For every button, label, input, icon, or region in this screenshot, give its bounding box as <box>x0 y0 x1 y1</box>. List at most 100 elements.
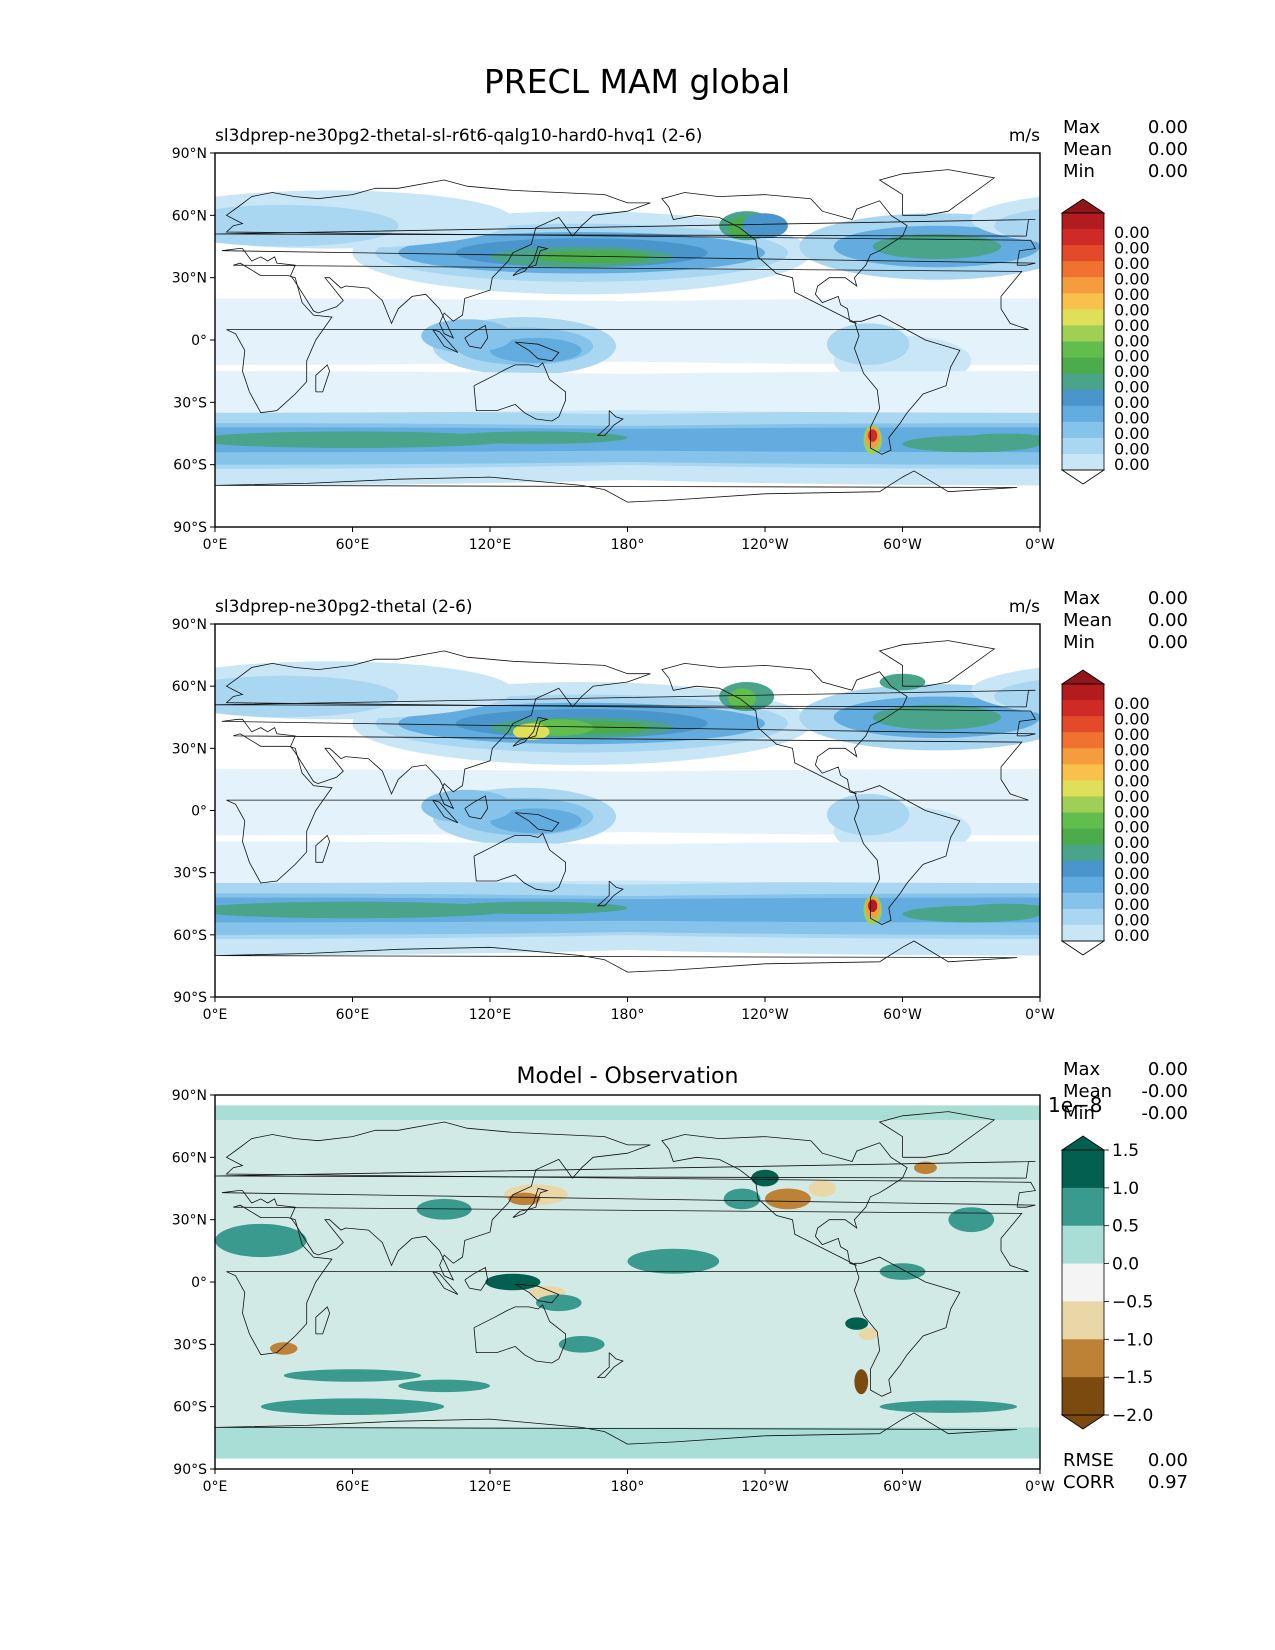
colorbar-tick-label: −2.0 <box>1112 1406 1153 1426</box>
field-contour <box>283 1369 422 1382</box>
y-tick-label: 30°N <box>172 1213 207 1229</box>
y-tick-label: 60°S <box>173 1400 207 1416</box>
colorbar-tick-label: 0.00 <box>1114 926 1150 945</box>
coastline <box>464 795 489 820</box>
stat-label: Mean <box>1063 610 1112 631</box>
panel-reference: 0°E 60°E 120°E 180° 120°W 60°W 0°W 90°N 60°N 30°N… <box>172 588 1188 1023</box>
colorbar: 0.000.000.000.000.000.000.000.000.000.00… <box>1060 669 1150 956</box>
coastline <box>512 246 549 276</box>
coastline <box>661 192 908 324</box>
stat-label: Max <box>1063 117 1101 138</box>
colorbar-tick-label: 0.00 <box>1114 802 1150 821</box>
x-tick-label: 60°W <box>883 537 922 553</box>
coastline <box>473 1304 566 1364</box>
colorbar-band <box>1062 309 1104 326</box>
colorbar-tick-label: 0.00 <box>1114 424 1150 443</box>
panel-units: m/s <box>1009 597 1040 617</box>
coastline <box>315 364 331 393</box>
colorbar-band <box>1062 373 1104 391</box>
field-contour <box>868 429 878 442</box>
colorbar-tick-label: 0.00 <box>1114 694 1150 713</box>
colorbar-tick-label: −1.5 <box>1112 1368 1153 1388</box>
colorbar-tick-label: 0.00 <box>1114 362 1150 381</box>
x-tick-label: 60°E <box>336 537 370 553</box>
colorbar-band <box>1062 1187 1104 1227</box>
y-tick-label: 60°N <box>172 679 207 695</box>
stat-value: -0.00 <box>1141 1081 1188 1102</box>
colorbar-extend-max <box>1060 198 1106 214</box>
panel-title: sl3dprep-ne30pg2-thetal (2-6) <box>215 597 473 617</box>
colorbar-tick-label: 0.00 <box>1114 285 1150 304</box>
x-tick-label: 0°E <box>203 1007 228 1023</box>
x-tick-label: 0°E <box>203 537 228 553</box>
colorbar-band <box>1062 860 1104 878</box>
y-tick-label: 90°N <box>172 617 207 633</box>
colorbar-band <box>1062 229 1104 246</box>
y-tick-label: 60°N <box>172 1150 207 1166</box>
colorbar-tick-label: 0.00 <box>1114 880 1150 899</box>
stat-value: -0.00 <box>1141 1103 1188 1124</box>
colorbar-frame <box>1061 683 1105 942</box>
coastline <box>215 940 1018 973</box>
y-tick-label: 30°N <box>172 271 207 287</box>
field-test <box>215 163 1040 517</box>
field-contour <box>959 903 1040 917</box>
coastlines <box>215 1111 1037 1445</box>
coastline <box>432 1271 459 1295</box>
field-contour <box>627 1248 720 1274</box>
field-contour <box>728 688 756 709</box>
field-contour <box>535 1294 582 1312</box>
y-tick-label: 90°N <box>172 146 207 162</box>
colorbar-band <box>1062 796 1104 813</box>
colorbar-tick-label: 0.00 <box>1114 895 1150 914</box>
colorbar-tick-label: 0.5 <box>1112 1217 1139 1237</box>
colorbar-tick-label: 0.00 <box>1114 709 1150 728</box>
coastline <box>473 362 566 422</box>
y-tick-label: 30°N <box>172 741 207 757</box>
stat-label: Mean <box>1063 1081 1112 1102</box>
colorbar-tick-label: 0.00 <box>1114 771 1150 790</box>
field-contour <box>913 1161 937 1174</box>
colorbar-band <box>1062 1339 1104 1378</box>
field-contour <box>421 319 513 353</box>
field-reference <box>215 634 1040 987</box>
y-tick-label: 90°S <box>173 1462 207 1478</box>
stat-value: 0.00 <box>1148 139 1188 160</box>
colorbar-tick-label: 0.00 <box>1114 409 1150 428</box>
field-contour <box>215 204 399 247</box>
coastline <box>514 812 560 832</box>
colorbar-extend-min <box>1060 940 1106 956</box>
colorbar-band <box>1062 421 1104 439</box>
field-contour <box>215 431 513 449</box>
stat-label: Min <box>1063 1103 1095 1124</box>
colorbar-band <box>1062 405 1104 423</box>
coastline <box>853 314 961 455</box>
stat-value: 0.00 <box>1148 161 1188 182</box>
colorbar-band <box>1062 213 1104 230</box>
coastline <box>432 329 459 353</box>
field-contour <box>421 789 513 823</box>
y-tick-label: 0° <box>191 1275 207 1291</box>
field-contour <box>215 1223 307 1258</box>
field-contour <box>535 250 651 264</box>
colorbar-band <box>1062 389 1104 407</box>
panel-test: 0°E 60°E 120°E 180° 120°W 60°W 0°W 90°N 60°N 30°N… <box>172 117 1188 553</box>
colorbar-frame <box>1061 212 1105 471</box>
colorbar-band <box>1062 357 1104 375</box>
colorbar-tick-label: 0.00 <box>1114 269 1150 288</box>
coastline <box>215 219 1036 237</box>
field-contour <box>868 899 878 913</box>
x-tick-label: 60°E <box>336 1007 370 1023</box>
field-contour <box>808 1180 837 1197</box>
coastline <box>878 640 996 687</box>
colorbar-tick-label: 1.0 <box>1112 1179 1139 1199</box>
y-tick-label: 60°S <box>173 458 207 474</box>
colorbar-band <box>1062 876 1104 894</box>
coastline <box>315 834 331 863</box>
field-contour <box>489 808 582 834</box>
coastline <box>215 1161 1036 1179</box>
colorbar-tick-label: 0.00 <box>1114 787 1150 806</box>
colorbar-band <box>1062 1377 1104 1416</box>
stat-value: 0.00 <box>1148 610 1188 631</box>
